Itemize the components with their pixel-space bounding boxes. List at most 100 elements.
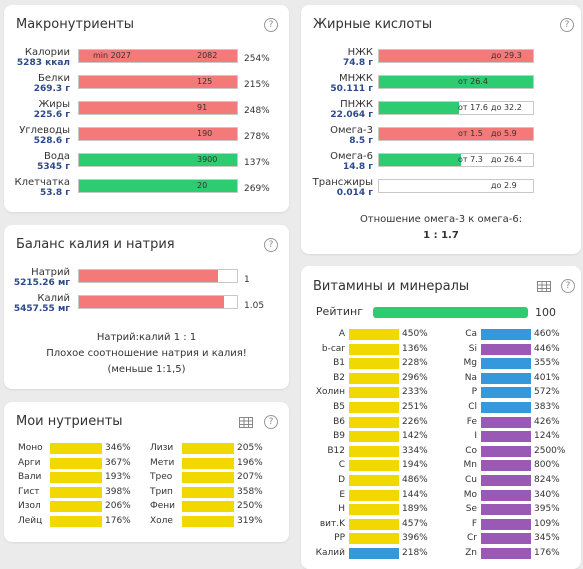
fatty-acids-card: Жирные кислоты ? НЖК 74.8 г до 29.3 МНЖК 50.… [301,5,581,254]
macro-name: Калории [24,47,70,58]
fatty-from: от 26.4 [458,77,488,86]
macro-amount: 5345 г [37,162,70,172]
vitamin-bar [481,533,531,545]
vitamin-name: Cr [467,533,477,544]
nutrient-bar [50,515,102,527]
fatty-from: от 17.6 [458,103,488,112]
nutrient-name: Моно [18,443,43,453]
fatty-bar-fill [379,154,461,166]
fatty-label: МНЖК 50.111 г [305,73,373,94]
vitamin-bar [349,372,399,384]
macro-bar: 20 [78,179,238,193]
balance-bar [78,295,238,309]
fatty-acids-title: Жирные кислоты [313,17,433,32]
vitamin-percent: 486% [402,475,428,485]
vitamin-percent: 450% [402,329,428,339]
help-icon[interactable]: ? [264,18,278,32]
fatty-bar-fill [379,102,460,114]
vitamin-percent: 251% [402,402,428,412]
vitamin-percent: 226% [402,416,428,427]
balance-ratio: Натрий:калий 1 : 1 [96,332,197,343]
vitamin-name: Cl [468,402,477,412]
fatty-from: от 1.5 [458,129,483,138]
vitamin-percent: 426% [534,416,560,427]
fatty-bar-fill [379,76,533,88]
vitamin-percent: 395% [534,504,560,515]
nutrient-percent: 250% [237,501,263,511]
fatty-amount: 50.111 г [330,84,373,94]
vitamin-name: P [471,387,477,398]
vitamin-bar [349,445,399,457]
fatty-name: Омега-3 [330,125,373,136]
macro-bar: 3900 [78,153,238,167]
help-icon[interactable]: ? [561,279,575,293]
balance-name: Калий [37,293,70,304]
fatty-label: Омега-6 14.8 г [305,151,373,172]
vitamin-bar [349,329,399,340]
macros-title: Макронутриенты [16,17,135,32]
vitamin-percent: 460% [534,329,560,339]
fatty-to: до 5.9 [491,129,517,138]
nutrient-percent: 346% [105,443,131,453]
vitamin-percent: 383% [534,402,560,412]
vitamin-name: B1 [333,358,345,369]
fatty-amount: 14.8 г [342,162,373,172]
vitamin-percent: 355% [534,358,560,369]
macro-label: Клетчатка 53.8 г [10,177,71,198]
table-icon[interactable] [537,281,551,292]
nutrient-bar [182,457,234,469]
nutrient-percent: 206% [105,501,131,511]
balance-name: Натрий [31,267,70,278]
macro-norm: 20 [197,181,208,190]
nutrient-name: Арги [18,457,41,468]
fatty-bar: от 7.3 до 26.4 [378,153,534,167]
vitamin-name: Mn [463,460,477,471]
vitamins-card: Витамины и минералы ? Рейтинг 100 A 450% b… [301,266,581,569]
vitamin-name: B2 [333,372,345,383]
vitamin-bar [349,489,399,501]
macro-norm: 125 [197,77,213,86]
fatty-bar-fill [379,128,533,140]
vitamin-bar [349,504,399,516]
vitamin-percent: 824% [534,475,560,485]
vitamin-name: Холин [315,387,345,398]
vitamin-bar [349,343,399,355]
balance-label: Натрий 5215.26 мг [10,267,70,288]
rating-fill [373,307,528,318]
nutrient-percent: 193% [105,472,131,482]
vitamin-percent: 144% [402,489,428,500]
vitamin-percent: 401% [534,372,560,383]
macro-norm: 190 [197,129,213,138]
nutrient-name: Фени [150,501,176,511]
vitamin-name: Mg [463,358,477,369]
balance-value: 1.05 [244,301,265,311]
macro-name: Белки [38,73,70,84]
fatty-name: МНЖК [338,73,373,84]
vitamin-name: Co [465,445,477,456]
vitamin-bar [349,518,399,530]
nutrient-percent: 196% [237,457,263,468]
table-icon[interactable] [239,417,253,428]
fatty-to: до 32.2 [491,103,522,112]
vitamin-name: Cu [465,475,477,485]
vitamin-name: H [338,504,345,515]
vitamin-name: B5 [333,402,345,412]
vitamin-name: E [339,489,345,500]
fatty-bar: до 2.9 [378,179,534,193]
macro-bar-fill [79,76,237,88]
vitamin-name: Si [468,343,477,354]
help-icon[interactable]: ? [264,238,278,252]
vitamin-name: b-car [321,343,345,354]
help-icon[interactable]: ? [560,18,574,32]
nutrient-bar [182,515,234,527]
help-icon[interactable]: ? [264,415,278,429]
macro-label: Жиры 225.6 г [10,99,70,120]
rating-bar [373,307,528,318]
omega-ratio-label: Отношение омега-3 к омега-6: [359,214,523,225]
vitamin-percent: 228% [402,358,428,369]
fatty-bar: до 29.3 [378,49,534,63]
macro-percent: 215% [244,80,270,90]
vitamin-name: B9 [333,431,345,442]
nutrient-percent: 319% [237,515,263,526]
omega-ratio-value: 1 : 1.7 [423,230,459,241]
